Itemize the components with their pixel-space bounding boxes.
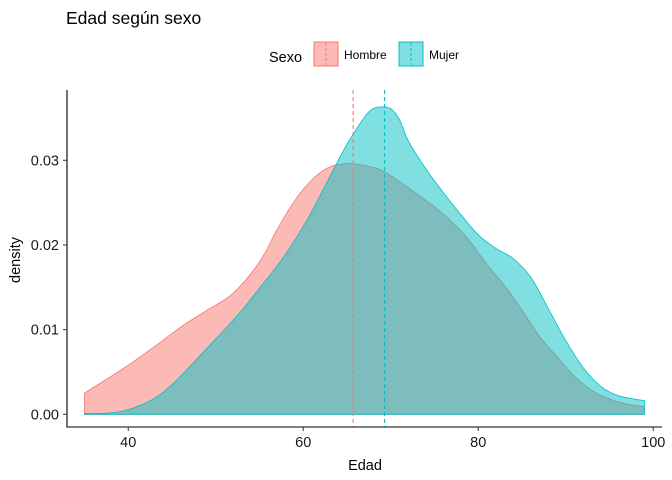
legend-item-hombre: Hombre (313, 41, 387, 67)
y-tick-label: 0.02 (31, 238, 59, 254)
x-tick-label: 100 (641, 435, 665, 451)
x-tick-label: 40 (120, 435, 136, 451)
legend-label: Mujer (429, 48, 459, 62)
legend-item-mujer: Mujer (398, 41, 459, 67)
x-tick-label: 60 (295, 435, 311, 451)
x-axis-title: Edad (348, 458, 382, 474)
plot-area: 40 60 80 100 0.00 0.01 0.02 0.03 (31, 90, 665, 451)
legend: Sexo Hombre Mujer (269, 41, 459, 67)
chart-title: Edad según sexo (66, 8, 201, 28)
legend-label: Hombre (344, 48, 387, 62)
y-tick-label: 0.00 (31, 407, 59, 423)
y-tick-label: 0.01 (31, 323, 59, 339)
legend-title: Sexo (269, 50, 302, 66)
y-axis-title: density (8, 236, 24, 283)
x-tick-label: 80 (470, 435, 486, 451)
y-tick-label: 0.03 (31, 153, 59, 169)
density-area-mujer (84, 106, 645, 415)
